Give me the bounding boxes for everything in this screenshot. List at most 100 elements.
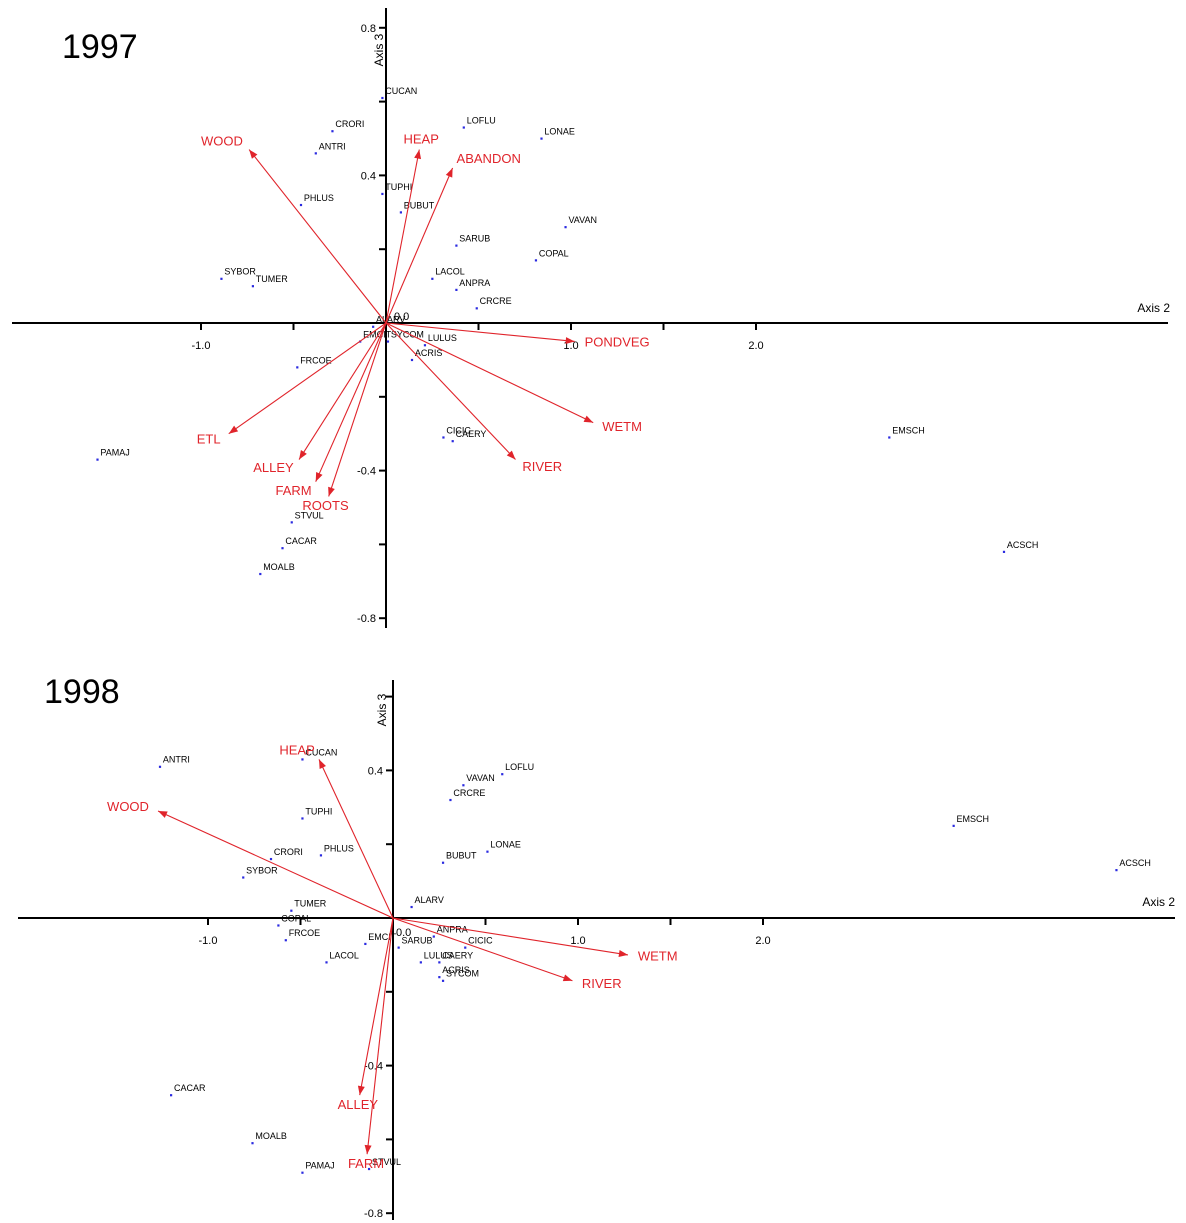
species-point-ACRIS (410, 358, 414, 362)
species-label-ANPRA: ANPRA (437, 924, 468, 934)
species-label-CACAR: CACAR (174, 1083, 206, 1093)
species-label-SYBOR: SYBOR (246, 865, 278, 875)
y-tick-label: 0.8 (361, 23, 376, 35)
y-tick-label: 0.4 (361, 170, 376, 182)
species-label-CUCAN: CUCAN (305, 747, 337, 757)
species-label-TUMER: TUMER (256, 274, 288, 284)
species-point-CACAR (170, 1094, 173, 1097)
species-point-MOALB (251, 1142, 254, 1145)
env-label-ETL: ETL (197, 431, 221, 446)
species-point-EMSCH (888, 436, 891, 439)
species-point-MOALB (259, 572, 262, 576)
species-label-PAMAJ: PAMAJ (100, 448, 129, 458)
x-tick-label: -1.0 (199, 935, 218, 947)
species-point-SYCOM (386, 340, 390, 343)
env-label-ALLEY: ALLEY (338, 1097, 379, 1112)
env-label-ROOTS: ROOTS (302, 498, 349, 513)
env-label-ALLEY: ALLEY (253, 460, 294, 475)
species-label-COPAL: COPAL (281, 913, 311, 923)
env-label-WOOD: WOOD (107, 799, 149, 814)
species-label-SYCOM: SYCOM (391, 329, 424, 339)
species-point-CAERY (438, 961, 441, 964)
species-label-CRORI: CRORI (274, 847, 303, 857)
env-arrow-PONDVEG (385, 322, 575, 342)
env-arrowhead-HEAP (414, 149, 422, 160)
env-label-PONDVEG: PONDVEG (585, 334, 650, 349)
species-label-CICIC: CICIC (446, 425, 471, 435)
species-label-ACRIS: ACRIS (415, 348, 443, 358)
species-label-LULUS: LULUS (424, 950, 453, 960)
species-label-SARUB: SARUB (459, 234, 490, 244)
species-point-CAERY (451, 440, 454, 443)
species-point-PAMAJ (301, 1171, 304, 1174)
species-point-CUCAN (381, 96, 384, 100)
species-label-CICIC: CICIC (468, 936, 493, 946)
species-label-ANTRI: ANTRI (319, 141, 346, 151)
species-point-CRCRE (475, 307, 478, 310)
panel-1998: 1998 -1.0 1.0 2.0 0.4 -0.4 -0.8 0.0 Axis 2 Axis 3… (18, 673, 1175, 1220)
species-point-LULUS (419, 961, 422, 964)
species-point-CACAR (281, 547, 284, 550)
species-label-TUMER: TUMER (294, 899, 326, 909)
species-point-CUCAN (301, 758, 304, 761)
env-arrow-ABANDON (385, 167, 454, 324)
species-label-LULUS: LULUS (428, 333, 457, 343)
species-point-LACOL (431, 277, 434, 280)
env-arrow-FARM (366, 917, 394, 1155)
species-label-FRCOE: FRCOE (300, 355, 332, 365)
species-label-ANPRA: ANPRA (459, 278, 490, 288)
species-label-CAERY: CAERY (442, 950, 473, 960)
species-label-COPAL: COPAL (539, 248, 569, 258)
species-label-CRCRE: CRCRE (453, 788, 485, 798)
env-label-FARM: FARM (348, 1156, 384, 1171)
env-arrow-ETL (228, 322, 387, 435)
env-label-HEAP: HEAP (279, 742, 314, 757)
env-arrowhead-ROOTS (328, 486, 335, 497)
env-arrowhead-ALLEY (357, 1085, 365, 1096)
species-label-STVUL: STVUL (295, 510, 324, 520)
species-point-ANTRI (314, 152, 317, 155)
species-label-ALARV: ALARV (376, 315, 405, 325)
env-arrow-FARM (315, 322, 387, 482)
x-tick-label: 2.0 (755, 935, 770, 947)
species-point-ALARV (410, 905, 413, 909)
env-arrowhead-PONDVEG (565, 337, 575, 345)
species-label-MOALB: MOALB (263, 562, 295, 572)
env-arrow-ALLEY (359, 917, 394, 1096)
species-point-PHLUS (299, 203, 303, 207)
species-point-VAVAN (462, 784, 465, 787)
species-label-LACOL: LACOL (329, 950, 359, 960)
species-label-SYCOM: SYCOM (446, 969, 479, 979)
species-label-CACAR: CACAR (285, 536, 317, 546)
env-arrow-RIVER (392, 917, 573, 982)
y-tick-label: -0.8 (364, 1208, 383, 1220)
species-label-EMCIT: EMCIT (368, 932, 397, 942)
species-point-LONAE (486, 850, 489, 853)
species-label-LOFLU: LOFLU (467, 115, 496, 125)
x-axis-title: Axis 2 (1137, 301, 1170, 315)
y-tick-label: -0.4 (364, 1061, 383, 1073)
species-point-LOFLU (501, 773, 504, 776)
panel-title: 1998 (44, 673, 120, 711)
species-label-STVUL: STVUL (372, 1157, 401, 1167)
env-arrow-ROOTS (328, 322, 387, 497)
species-point-TUMER (290, 909, 293, 912)
species-point-PAMAJ (96, 458, 99, 461)
species-point-LOFLU (462, 126, 465, 129)
species-label-EMCIT: EMCIT (363, 329, 392, 339)
species-point-ACSCH (1002, 550, 1006, 553)
species-point-EMSCH (952, 824, 955, 827)
species-point-FRCOE (284, 939, 287, 942)
env-arrowhead-WETM (583, 415, 594, 423)
env-arrowhead-WETM (618, 950, 628, 957)
species-point-BUBUT (399, 211, 402, 214)
y-tick-label: 0.4 (368, 765, 383, 777)
env-label-WETM: WETM (602, 419, 642, 434)
species-point-SYBOR (220, 277, 223, 280)
species-point-COPAL (277, 924, 280, 927)
species-label-SYBOR: SYBOR (224, 267, 256, 277)
env-label-HEAP: HEAP (403, 132, 438, 147)
species-point-ALARV (372, 325, 375, 328)
species-label-PHLUS: PHLUS (324, 843, 354, 853)
